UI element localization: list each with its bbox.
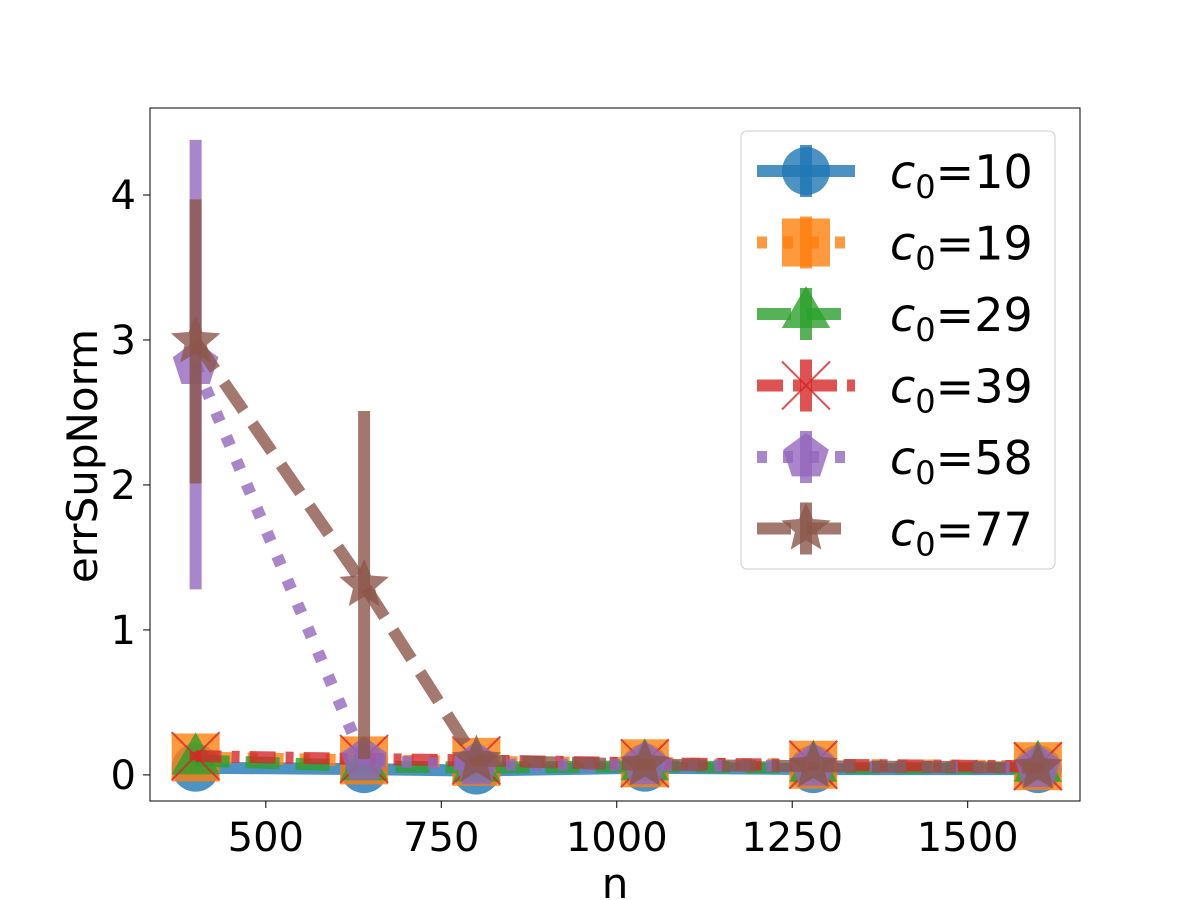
data-point (170, 731, 221, 781)
data-point (170, 315, 221, 363)
data-point (1013, 741, 1063, 789)
legend-label-sub: 0 (915, 526, 935, 564)
x-tick-label: 750 (403, 815, 479, 861)
legend-label-sub: 0 (915, 454, 935, 492)
legend-label-value: =29 (936, 288, 1033, 342)
legend-label-value: =10 (936, 145, 1033, 199)
legend-label-sub: 0 (915, 311, 935, 349)
legend-label: c0=58 (890, 431, 1033, 492)
y-tick-label: 0 (111, 753, 136, 799)
legend-label: c0=10 (890, 145, 1033, 206)
x-axis-label: n (602, 859, 629, 900)
x-tick-label: 1000 (566, 815, 668, 861)
legend-marker (781, 360, 831, 411)
legend-label-base: c (890, 288, 915, 342)
legend-label-base: c (890, 431, 915, 485)
legend-label-value: =19 (936, 217, 1033, 271)
legend-label-base: c (890, 145, 915, 199)
series-5 (170, 199, 1063, 789)
legend-item-1: c0=19 (757, 216, 1033, 278)
legend-label: c0=39 (890, 360, 1033, 421)
legend-item-0: c0=10 (757, 145, 1033, 206)
axes: 500 750 1000 1250 1500 0 1 2 3 4 (111, 107, 1081, 861)
y-tick-label: 2 (111, 463, 136, 509)
axes-frame (149, 107, 1081, 802)
data-point (339, 559, 389, 606)
legend-label-base: c (890, 360, 915, 414)
legend-item-3: c0=39 (757, 359, 1033, 421)
legend-item-5: c0=77 (757, 502, 1033, 564)
legend-label-value: =39 (936, 360, 1033, 414)
data-point (788, 740, 838, 788)
legend-label-sub: 0 (915, 168, 935, 206)
legend-label: c0=19 (890, 217, 1033, 278)
legend-marker (782, 147, 830, 195)
legend-item-2: c0=29 (757, 286, 1033, 349)
y-axis-label: errSupNorm (58, 329, 107, 583)
legend-marker (781, 286, 831, 328)
legend-label: c0=77 (890, 503, 1033, 564)
legend-label-sub: 0 (915, 383, 935, 421)
legend-label: c0=29 (890, 288, 1033, 349)
legend-item-4: c0=58 (757, 431, 1033, 492)
y-tick-label: 4 (111, 173, 136, 219)
legend-label-value: =77 (936, 503, 1033, 557)
legend-label-base: c (890, 217, 915, 271)
x-tick-label: 1500 (917, 815, 1019, 861)
legend-marker (781, 502, 831, 550)
legend-label-sub: 0 (915, 240, 935, 278)
data-point (620, 738, 670, 786)
legend-label-base: c (890, 503, 915, 557)
data-point (451, 734, 502, 782)
x-tick-label: 500 (228, 815, 304, 861)
y-tick-label: 3 (111, 318, 136, 364)
legend-marker (782, 218, 830, 267)
x-tick-label: 1250 (741, 815, 843, 861)
series-line (190, 337, 1038, 774)
y-tick-label: 1 (111, 608, 136, 654)
legend-label-value: =58 (936, 431, 1033, 485)
legend-marker (783, 433, 829, 477)
